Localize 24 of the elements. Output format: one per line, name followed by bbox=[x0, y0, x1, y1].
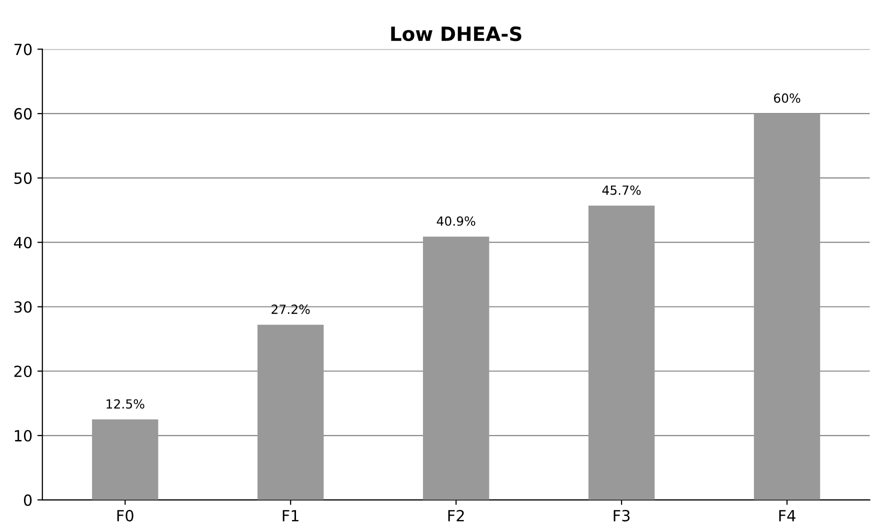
y-tick-label: 20 bbox=[14, 366, 32, 378]
bar bbox=[422, 236, 490, 500]
y-tick-label: 40 bbox=[14, 236, 32, 248]
bar bbox=[92, 419, 158, 500]
y-tick-label: 50 bbox=[14, 172, 32, 184]
data-label: 27.2% bbox=[272, 304, 310, 314]
y-tick-label: 70 bbox=[14, 44, 32, 56]
y-tick-label: 60 bbox=[14, 108, 32, 120]
x-tick-label: F3 bbox=[614, 510, 630, 522]
x-tick-label: F2 bbox=[448, 510, 464, 522]
x-tick-label: F0 bbox=[117, 510, 134, 522]
bar bbox=[754, 114, 820, 500]
data-label: 60% bbox=[774, 93, 800, 103]
data-label: 12.5% bbox=[106, 399, 144, 409]
x-tick-label: F4 bbox=[779, 510, 796, 522]
y-tick-label: 10 bbox=[14, 430, 32, 442]
bar bbox=[258, 324, 324, 500]
data-label: 40.9% bbox=[436, 216, 476, 226]
data-label: 45.7% bbox=[602, 185, 641, 195]
y-tick-label: 0 bbox=[24, 494, 32, 506]
bar bbox=[588, 206, 655, 500]
x-tick-label: F1 bbox=[282, 510, 298, 522]
chart-title: Low DHEA-S bbox=[391, 26, 522, 42]
y-tick-label: 30 bbox=[14, 301, 32, 313]
